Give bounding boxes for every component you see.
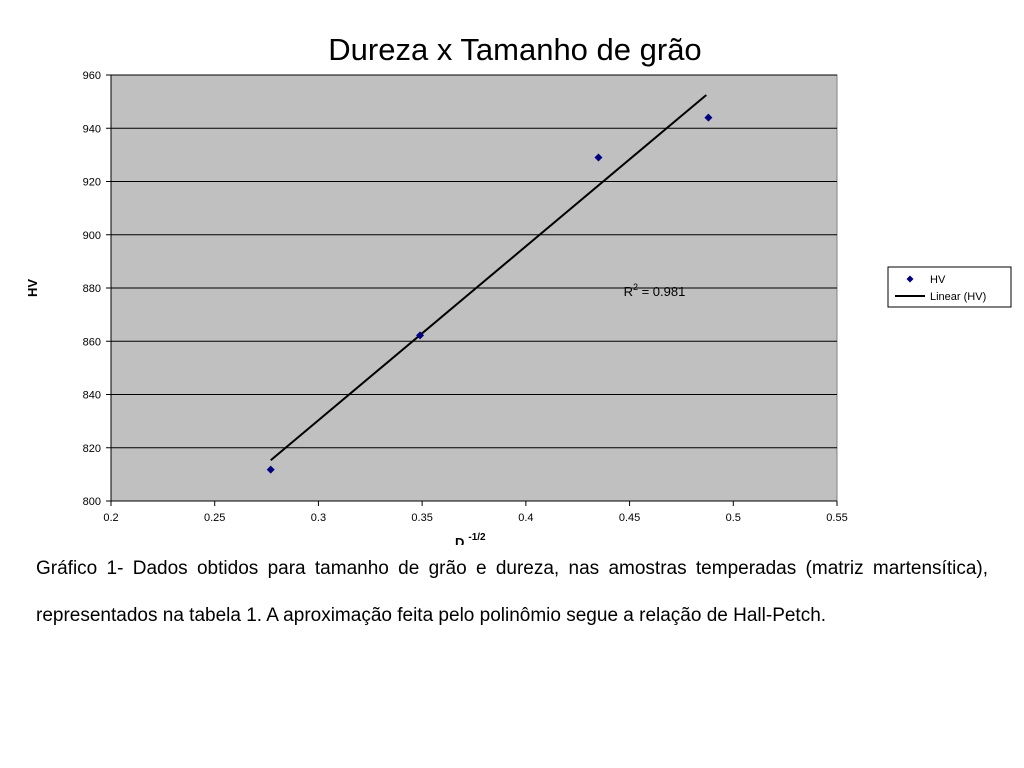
- x-tick-label: 0.3: [311, 512, 326, 524]
- x-tick-label: 0.55: [826, 512, 847, 524]
- data-point: [416, 331, 425, 340]
- x-tick-label: 0.35: [411, 512, 432, 524]
- y-tick-label: 960: [83, 70, 101, 82]
- legend-label-linear: Linear (HV): [930, 291, 986, 303]
- y-tick-label: 900: [83, 230, 101, 242]
- y-tick-label: 880: [83, 283, 101, 295]
- r-squared-annotation: R2 = 0.981: [624, 282, 686, 299]
- legend: HV Linear (HV): [887, 266, 1012, 308]
- x-tick-label: 0.25: [204, 512, 225, 524]
- y-tick-label: 940: [83, 123, 101, 135]
- y-axis-title: HV: [25, 279, 40, 297]
- data-point: [704, 113, 713, 122]
- data-point: [594, 153, 603, 162]
- x-axis-title: D -1/2: [455, 532, 486, 545]
- x-tick-label: 0.4: [518, 512, 533, 524]
- data-point: [266, 465, 275, 474]
- y-tick-label: 800: [83, 496, 101, 508]
- y-tick-label: 860: [83, 336, 101, 348]
- x-tick-label: 0.2: [103, 512, 118, 524]
- chart-title: Dureza x Tamanho de grão: [328, 32, 702, 67]
- plot-area: 800 820 840 860 880 900 920 940 960 0.2 0.25 0.3 0.3…: [25, 70, 848, 545]
- y-tick-label: 820: [83, 443, 101, 455]
- chart: 800 820 840 860 880 900 920 940 960 0.2 0.25 0.3 0.3…: [25, 70, 1012, 545]
- figure-caption: Gráfico 1- Dados obtidos para tamanho de…: [36, 558, 988, 626]
- legend-marker-hv: [906, 275, 914, 283]
- x-tick-label: 0.45: [619, 512, 640, 524]
- y-tick-label: 920: [83, 177, 101, 189]
- y-tick-label: 840: [83, 390, 101, 402]
- legend-box: [887, 266, 1012, 308]
- legend-label-hv: HV: [930, 274, 946, 286]
- trendline: [270, 94, 707, 462]
- x-tick-label: 0.5: [726, 512, 741, 524]
